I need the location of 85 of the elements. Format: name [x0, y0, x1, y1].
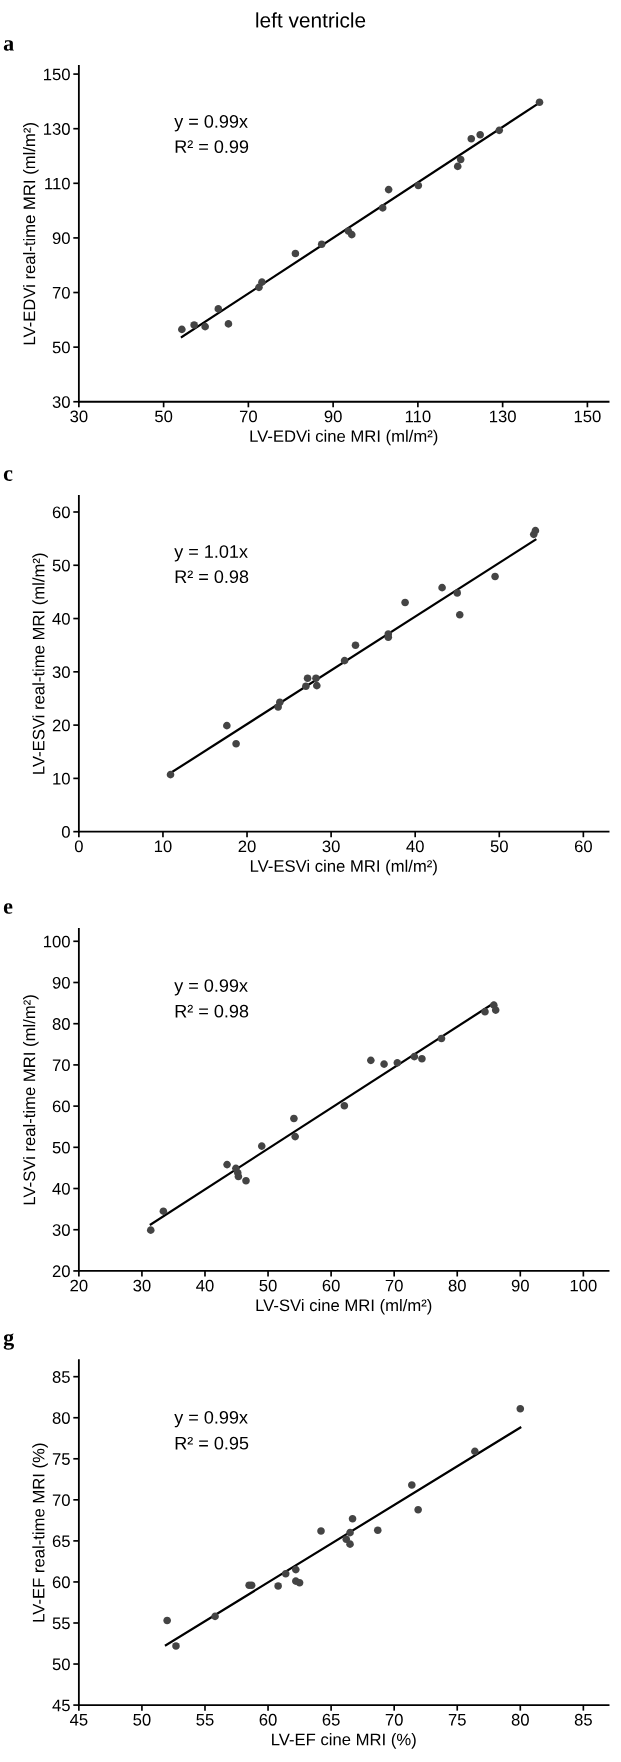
x-tick-label: 70: [385, 1279, 403, 1292]
y-tick-label: 20: [52, 719, 70, 732]
x-tick-label: 40: [196, 1279, 214, 1292]
annotation: R² = 0.99: [175, 140, 249, 154]
y-tick-label: 60: [52, 506, 70, 519]
y-tick-label: 80: [52, 1018, 70, 1030]
annotation: R² = 0.98: [175, 1004, 249, 1018]
x-tick-label: 80: [511, 1713, 529, 1726]
y-tick-label: 45: [52, 1699, 70, 1712]
x-tick-label: 85: [574, 1713, 592, 1726]
x-tick-label: 80: [448, 1279, 466, 1292]
y-tick-label: 70: [52, 1494, 70, 1507]
x-tick-label: 50: [490, 840, 508, 853]
y-tick-label: 70: [52, 1059, 70, 1072]
chart-subtitle: g: [3, 1333, 14, 1350]
y-axis-title: LV-EF real-time MRI (%): [32, 1443, 48, 1622]
chart-subtitle: e: [3, 903, 13, 914]
annotation: y = 0.99x: [174, 115, 248, 132]
y-tick-label: 110: [45, 177, 70, 190]
x-tick-label: 30: [133, 1279, 151, 1292]
y-tick-label: 40: [52, 1182, 70, 1195]
x-tick-label: 100: [570, 1279, 597, 1292]
x-axis-title: LV-EF cine MRI (%): [272, 1733, 416, 1749]
x-axis-title: LV-ESVi cine MRI (ml/m²): [250, 859, 437, 876]
x-tick-label: 55: [196, 1714, 214, 1726]
y-axis-title: LV-SVi real-time MRI (ml/m²): [23, 995, 39, 1205]
x-tick-label: 50: [133, 1713, 151, 1726]
x-tick-label: 30: [322, 840, 340, 853]
y-tick-label: 30: [52, 396, 70, 408]
x-tick-label: 20: [238, 840, 256, 853]
x-tick-label: 75: [448, 1714, 466, 1726]
y-tick-label: 50: [52, 1141, 70, 1154]
x-tick-label: 60: [574, 840, 592, 853]
y-tick-label: 100: [44, 935, 70, 948]
y-tick-label: 90: [52, 232, 70, 245]
x-tick-label: 65: [322, 1713, 340, 1726]
y-tick-label: 130: [44, 123, 70, 135]
x-tick-label: 60: [259, 1713, 277, 1726]
y-tick-label: 40: [52, 612, 70, 625]
y-axis-title: LV-ESVi real-time MRI (ml/m²): [32, 553, 48, 774]
y-tick-label: 90: [52, 976, 70, 989]
x-axis-title: LV-SVi cine MRI (ml/m²): [256, 1298, 432, 1315]
chart-subtitle: a: [3, 40, 14, 51]
y-tick-label: 50: [52, 559, 70, 572]
y-tick-label: 30: [52, 1224, 70, 1236]
x-tick-label: 70: [385, 1713, 403, 1726]
annotation: y = 0.99x: [174, 1410, 248, 1428]
x-tick-label: 90: [324, 410, 342, 423]
x-tick-label: 40: [406, 840, 424, 853]
x-tick-label: 50: [155, 410, 173, 423]
y-tick-label: 65: [52, 1535, 70, 1548]
x-tick-label: 70: [239, 410, 257, 423]
y-tick-label: 10: [53, 772, 70, 785]
annotation: y = 0.99x: [174, 979, 248, 996]
x-tick-label: 50: [259, 1279, 277, 1292]
x-tick-label: 90: [511, 1279, 529, 1292]
y-axis-title: LV-EDVi real-time MRI (ml/m²): [23, 123, 39, 345]
x-tick-label: 30: [70, 410, 88, 423]
annotation: y = 1.01x: [174, 545, 248, 562]
y-tick-label: 20: [52, 1265, 70, 1278]
y-tick-label: 150: [44, 68, 70, 81]
y-tick-label: 80: [52, 1412, 70, 1424]
x-tick-label: 110: [405, 410, 431, 423]
x-tick-label: 130: [490, 410, 516, 423]
x-tick-label: 45: [69, 1714, 88, 1726]
y-tick-label: 60: [52, 1576, 70, 1589]
y-tick-label: 85: [52, 1371, 70, 1383]
y-tick-label: 50: [52, 341, 70, 354]
x-tick-label: 20: [70, 1279, 88, 1292]
x-tick-label: 150: [574, 410, 601, 423]
annotation: R² = 0.98: [175, 570, 249, 584]
y-tick-label: 0: [61, 826, 70, 838]
x-tick-label: 0: [74, 840, 83, 853]
y-tick-label: 50: [52, 1658, 70, 1671]
annotation: R² = 0.95: [175, 1436, 249, 1450]
chart-subtitle: c: [3, 470, 13, 481]
y-tick-label: 75: [52, 1453, 70, 1465]
y-tick-label: 55: [52, 1617, 70, 1630]
y-tick-label: 60: [52, 1100, 70, 1113]
x-tick-label: 60: [322, 1279, 340, 1292]
x-axis-title: LV-EDVi cine MRI (ml/m²): [250, 429, 438, 446]
chart-title: left ventricle: [256, 12, 366, 28]
y-tick-label: 30: [52, 666, 70, 679]
y-tick-label: 70: [52, 286, 70, 299]
x-tick-label: 10: [154, 840, 172, 853]
